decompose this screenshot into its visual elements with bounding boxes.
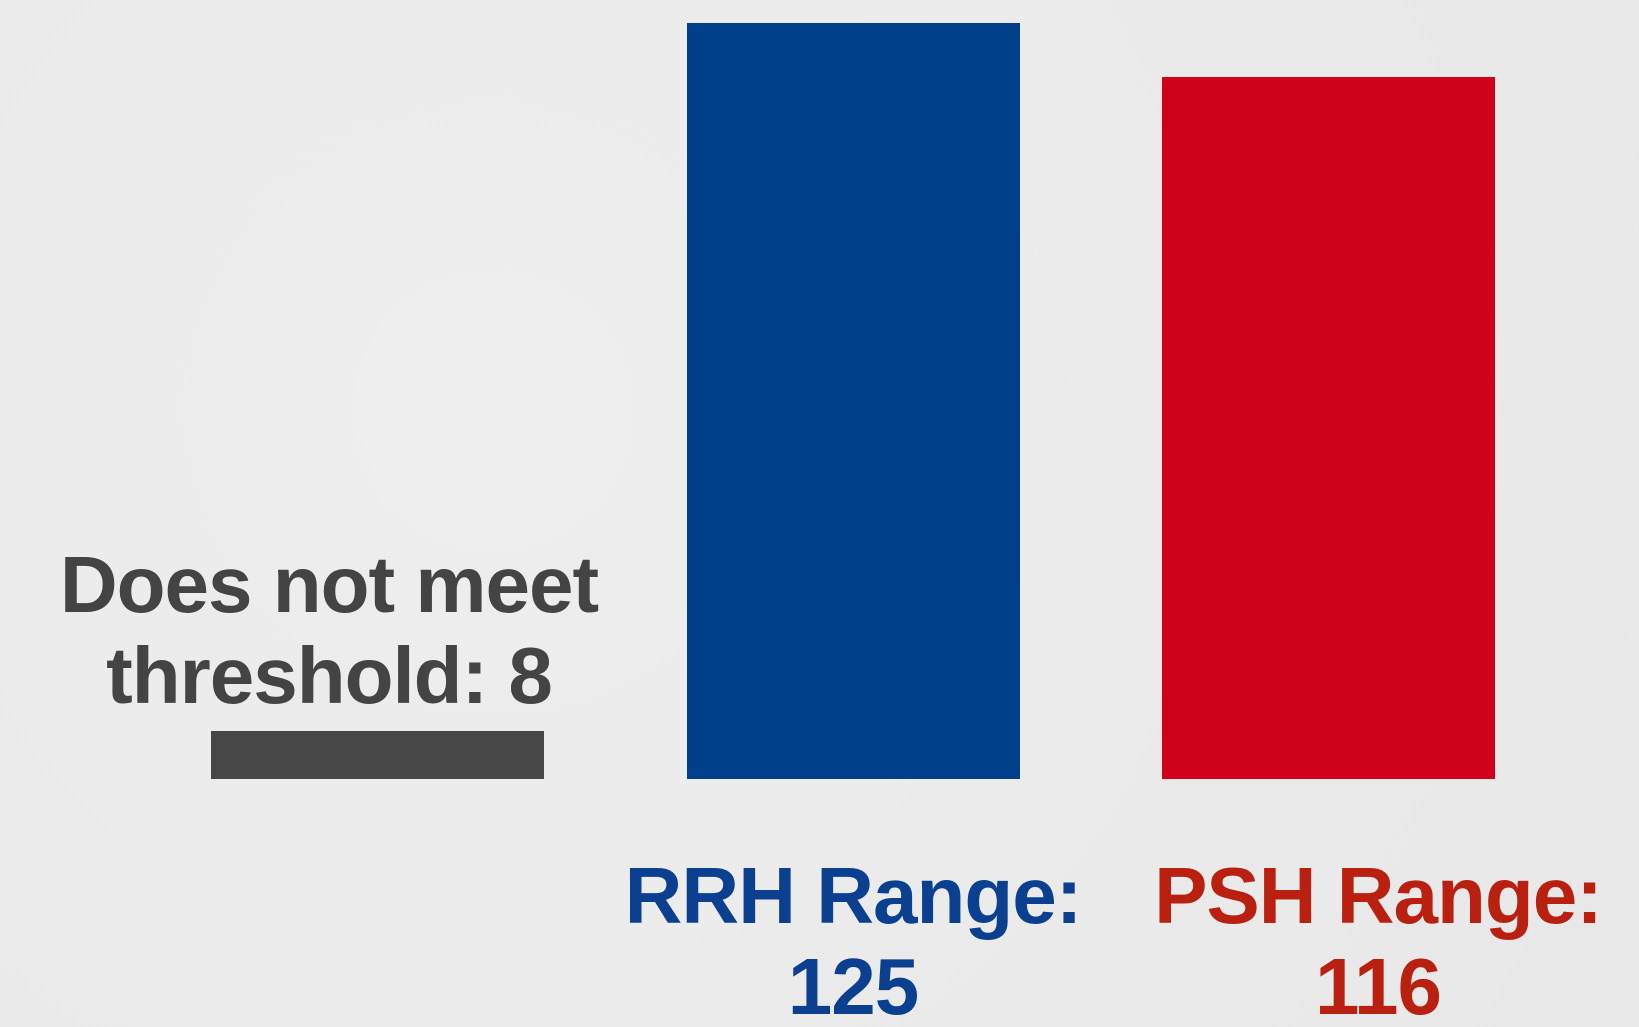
bar [1162,77,1495,779]
category-label: RRH Range: [624,851,1083,940]
bar-label: Does not meet threshold: 8 [29,539,629,721]
bar [211,730,544,779]
bar [687,23,1020,779]
category-label: Does not meet threshold: [59,540,599,720]
value-label: 116 [1314,942,1442,1027]
bar-label: RRH Range: 125 [603,850,1103,1027]
value-label: 8 [508,631,552,720]
value-label: 125 [787,942,919,1027]
bar-label: PSH Range: 116 [1128,850,1628,1027]
category-label: PSH Range: [1154,851,1603,940]
